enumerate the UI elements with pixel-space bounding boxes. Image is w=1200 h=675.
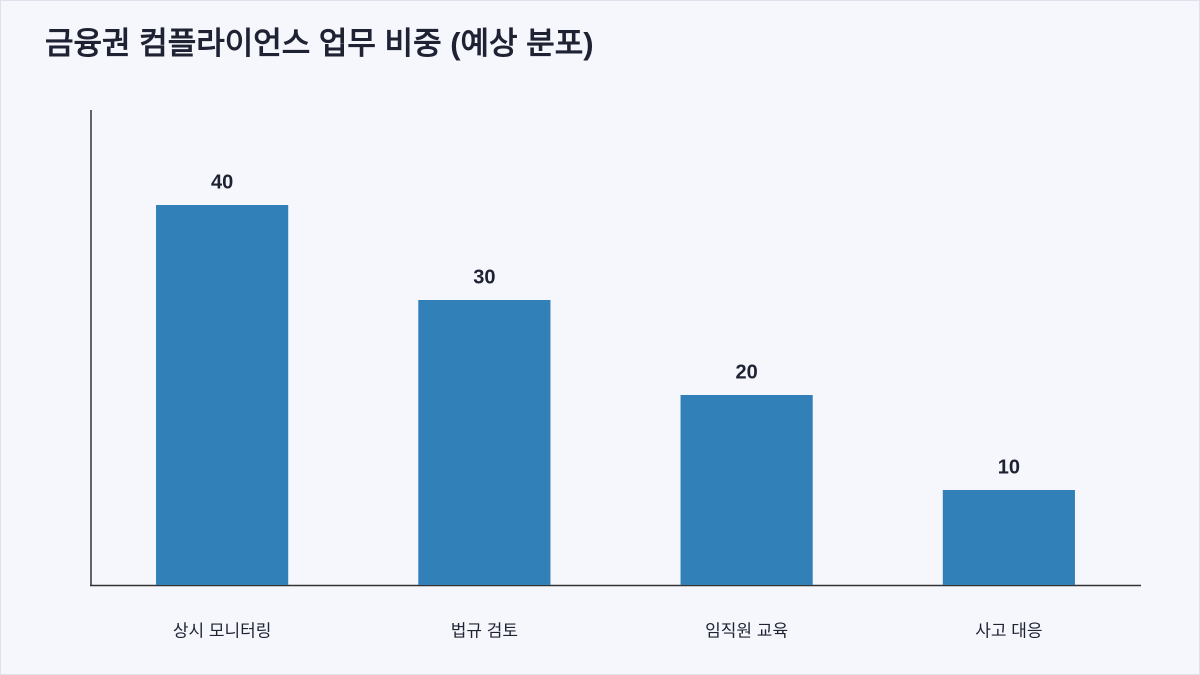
- x-tick-label: 상시 모니터링: [173, 621, 272, 640]
- bar: [680, 395, 813, 585]
- value-label: 30: [473, 266, 495, 288]
- bar: [418, 300, 551, 585]
- x-tick-label: 사고 대응: [975, 621, 1042, 640]
- bar: [156, 205, 289, 585]
- value-label: 20: [736, 361, 758, 383]
- bar: [942, 490, 1075, 585]
- x-tick-label: 임직원 교육: [705, 621, 788, 640]
- chart-title: 금융권 컴플라이언스 업무 비중 (예상 분포): [45, 26, 594, 61]
- x-tick-label: 법규 검토: [451, 621, 518, 640]
- value-label: 40: [211, 171, 233, 193]
- value-label: 10: [998, 456, 1020, 478]
